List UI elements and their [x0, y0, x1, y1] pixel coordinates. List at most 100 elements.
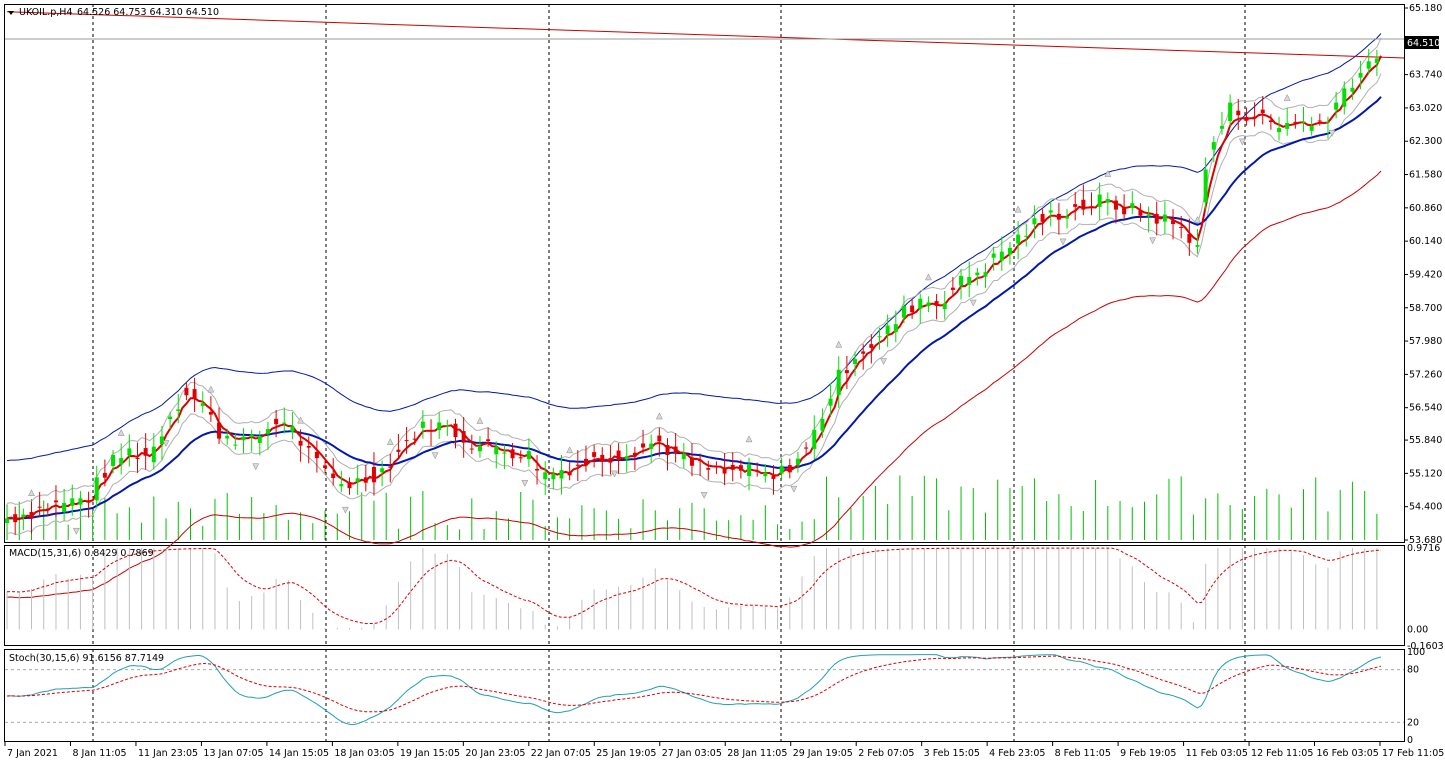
candle-body [706, 468, 711, 470]
candle-body [298, 440, 303, 446]
fractal-marker [162, 440, 170, 448]
price-tick-label: 58.700 [1409, 303, 1442, 314]
time-tick-label: 17 Feb 11:05 [1382, 748, 1444, 759]
candle-body [779, 465, 784, 474]
fractal-markers [28, 94, 1336, 535]
candle-body [575, 464, 580, 466]
candle-body [828, 398, 833, 406]
fractal-marker [880, 358, 887, 366]
candle-body [869, 344, 874, 348]
fractal-marker [297, 416, 304, 424]
candle-body [233, 444, 238, 446]
candle-body [396, 449, 401, 452]
candle-body [616, 450, 621, 461]
candle-body [1374, 58, 1379, 64]
candle-body [192, 389, 197, 399]
candle-body [1334, 102, 1339, 110]
candle-body [755, 470, 760, 472]
candle-body [1203, 169, 1208, 203]
candle-body [632, 452, 637, 457]
candle-body [836, 369, 841, 396]
candle-body [339, 484, 344, 487]
price-tick-label: 57.260 [1409, 369, 1442, 380]
candle-body [502, 452, 507, 454]
candle-body [1122, 207, 1127, 215]
candle-body [1195, 244, 1200, 247]
trendline[interactable] [7, 11, 1405, 59]
candle-body [698, 459, 703, 462]
price-tick-label: 59.420 [1409, 269, 1442, 280]
candle-body [1105, 198, 1110, 203]
candle-body [518, 457, 523, 459]
time-tick-label: 29 Jan 19:05 [793, 748, 853, 759]
candle-body [1350, 87, 1355, 92]
time-tick-label: 2 Feb 07:05 [858, 748, 914, 759]
candle-body [208, 411, 213, 415]
candle-body [1179, 226, 1184, 228]
candle-body [787, 465, 792, 473]
fractal-marker [1149, 237, 1157, 245]
candle-body [999, 251, 1004, 261]
dropdown-triangle-icon[interactable] [8, 11, 14, 15]
candles [5, 49, 1379, 535]
candle-body [795, 458, 800, 465]
candle-body [1285, 123, 1290, 129]
candle-body [844, 370, 849, 374]
candle-body [967, 276, 972, 285]
price-tick-label: 63.740 [1409, 70, 1442, 81]
candle-body [453, 423, 458, 438]
candle-body [600, 454, 605, 462]
stoch-label: Stoch(30,15,6) 91.6156 87.7149 [9, 653, 164, 664]
time-tick-label: 14 Jan 15:05 [269, 748, 329, 759]
time-tick-label: 27 Jan 03:05 [662, 748, 722, 759]
candle-body [535, 469, 540, 471]
candle-body [681, 453, 686, 460]
fractal-marker [72, 527, 80, 535]
candle-body [901, 306, 906, 318]
fractal-marker [1104, 169, 1112, 177]
candle-body [893, 324, 898, 333]
candle-body [1366, 61, 1371, 69]
candle-body [1024, 235, 1029, 237]
time-tick-label: 12 Feb 11:05 [1251, 748, 1313, 759]
candle-body [975, 272, 980, 276]
candle-body [1211, 142, 1216, 150]
candle-body [624, 456, 629, 460]
candle-body [290, 426, 295, 432]
price-tick-label: 57.980 [1409, 336, 1442, 347]
candle-body [429, 430, 434, 432]
lower-band-line [6, 170, 1382, 599]
candle-body [21, 514, 26, 517]
fractal-marker [835, 340, 843, 348]
price-tick-label: 54.400 [1409, 502, 1442, 513]
price-pane[interactable] [4, 4, 1405, 543]
time-tick-label: 19 Jan 15:05 [400, 748, 460, 759]
price-axis: 65.180 63.740 63.020 62.300 61.580 60.860 60.1… [1404, 3, 1444, 746]
candle-body [355, 478, 360, 482]
candle-body [1317, 120, 1322, 122]
price-tick-label: 55.120 [1409, 468, 1442, 479]
candle-body [1056, 213, 1061, 220]
macd-label: MACD(15,31,6) 0.8429 0.7869 [9, 548, 154, 559]
price-tick-label: 63.020 [1409, 103, 1442, 114]
fractal-marker [1194, 215, 1201, 223]
candle-body [1325, 121, 1330, 123]
candle-body [225, 435, 230, 439]
time-tick-label: 22 Jan 07:05 [531, 748, 591, 759]
candle-body [265, 429, 270, 434]
stoch-plot [5, 654, 1404, 726]
candle-body [763, 472, 768, 477]
candle-body [1113, 200, 1118, 210]
fractal-marker [969, 299, 977, 307]
ema-slow-line [6, 96, 1382, 520]
candle-body [1244, 116, 1249, 121]
candle-body [910, 305, 915, 313]
candle-body [1293, 121, 1298, 123]
candle-body [592, 452, 597, 457]
candle-body [257, 435, 262, 443]
candle-body [306, 446, 311, 448]
fractal-marker [566, 446, 574, 454]
time-tick-label: 4 Feb 23:05 [989, 748, 1045, 759]
candle-body [127, 448, 132, 456]
